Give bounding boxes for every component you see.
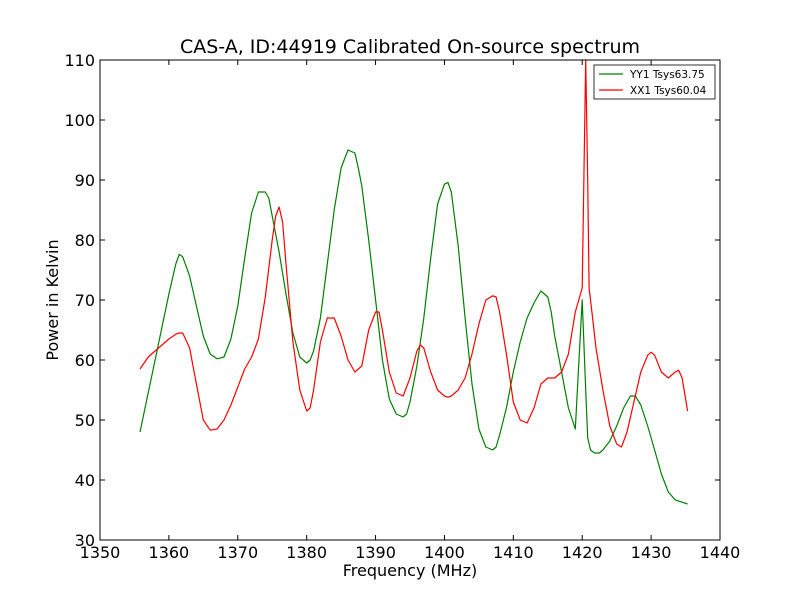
legend-label-xx1: XX1 Tsys60.04 <box>630 85 707 97</box>
series-layer <box>139 59 689 505</box>
x-tick-label: 1410 <box>493 543 534 562</box>
x-tick-label: 1360 <box>149 543 190 562</box>
y-tick-label: 80 <box>75 231 95 250</box>
x-tick-label: 1440 <box>700 543 741 562</box>
y-tick-label: 40 <box>75 471 95 490</box>
x-tick-label: 1420 <box>562 543 603 562</box>
legend: YY1 Tsys63.75 XX1 Tsys60.04 <box>593 64 716 100</box>
x-tick-label: 1390 <box>355 543 396 562</box>
x-axis-label: Frequency (MHz) <box>343 561 477 580</box>
x-tick-label: 1430 <box>631 543 672 562</box>
y-tick-label: 70 <box>75 291 95 310</box>
y-tick-label: 60 <box>75 351 95 370</box>
series-line-xx1 <box>139 59 689 448</box>
x-tick-label: 1380 <box>286 543 327 562</box>
chart-title: CAS-A, ID:44919 Calibrated On-source spe… <box>180 36 640 58</box>
y-tick-label: 30 <box>75 531 95 550</box>
legend-label-yy1: YY1 Tsys63.75 <box>629 69 705 81</box>
y-tick-label: 100 <box>64 111 95 130</box>
x-tick-label: 1350 <box>80 543 121 562</box>
y-axis-label: Power in Kelvin <box>43 239 62 360</box>
x-tick-label: 1370 <box>217 543 258 562</box>
y-tick-label: 90 <box>75 171 95 190</box>
legend-box <box>593 64 716 100</box>
tick-layer: 1350 1360 1370 1380 1390 1400 1410 1420 1430 1440… <box>64 51 740 562</box>
y-tick-label: 110 <box>64 51 95 70</box>
series-line-yy1 <box>139 149 688 505</box>
x-tick-label: 1400 <box>424 543 465 562</box>
y-tick-label: 50 <box>75 411 95 430</box>
